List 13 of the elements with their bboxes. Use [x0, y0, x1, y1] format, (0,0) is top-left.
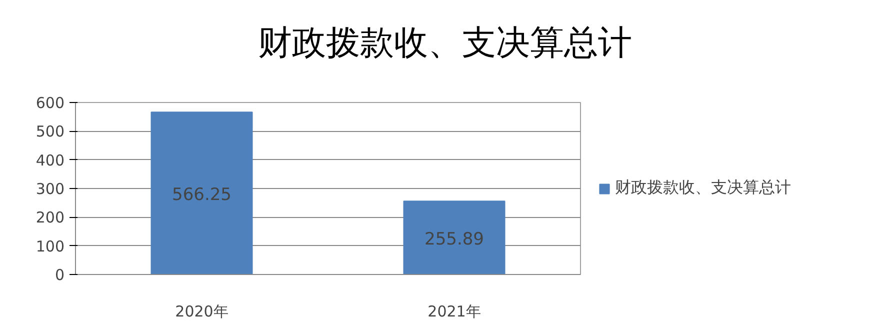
- y-tick-label: 100: [36, 237, 65, 256]
- y-tick-label: 0: [54, 266, 65, 284]
- x-tick-label: 2021年: [428, 302, 481, 320]
- y-tick-label: 500: [36, 122, 65, 141]
- y-tick-label: 600: [36, 94, 65, 112]
- data-label: 255.89: [424, 229, 484, 250]
- x-tick-label: 2020年: [175, 302, 228, 320]
- legend-label: 财政拨款收、支决算总计: [615, 178, 791, 198]
- y-tick-label: 400: [36, 151, 65, 170]
- data-label: 566.25: [172, 184, 232, 205]
- chart-title: 财政拨款收、支决算总计: [258, 22, 632, 65]
- y-tick-label: 200: [36, 208, 65, 227]
- y-tick-label: 300: [36, 180, 65, 198]
